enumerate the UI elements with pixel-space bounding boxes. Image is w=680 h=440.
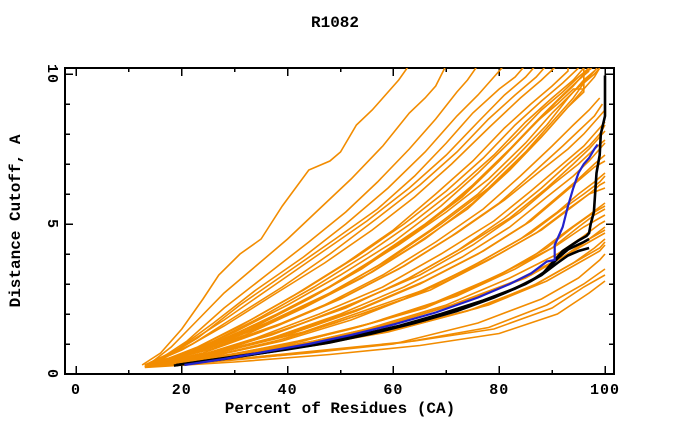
series-line-orange — [144, 68, 590, 366]
y-tick-label: 10 — [43, 64, 60, 84]
series-line-orange — [154, 68, 546, 363]
series-line-orange — [160, 68, 585, 363]
axis-ticks — [65, 68, 614, 375]
series-line-orange — [155, 68, 580, 365]
series-line-orange — [149, 175, 606, 366]
series-line-orange — [149, 68, 569, 366]
plot-frame — [64, 67, 615, 375]
x-tick-label: 80 — [489, 382, 509, 399]
series-line-orange — [149, 68, 535, 365]
x-tick-label: 20 — [172, 382, 192, 399]
series-line-orange — [155, 274, 606, 367]
series-line-orange — [160, 109, 606, 363]
series-line-orange — [144, 280, 606, 369]
x-tick-label: 40 — [278, 382, 298, 399]
y-tick-label: 0 — [43, 369, 60, 379]
series-line-blue — [184, 143, 599, 367]
series-line-orange — [160, 187, 606, 365]
series-line-orange — [155, 68, 585, 365]
x-tick-label: 60 — [383, 382, 403, 399]
x-tick-label: 100 — [590, 382, 620, 399]
series-line-orange — [149, 68, 446, 365]
series-line-orange — [144, 68, 503, 366]
x-axis-label: Percent of Residues (CA) — [225, 400, 455, 418]
axis-tick-labels: 0 20 40 60 80 100 0 5 10 — [43, 64, 620, 399]
series-line-orange — [160, 139, 606, 365]
series-line-orange — [150, 268, 606, 368]
series-group — [141, 68, 607, 369]
series-line-orange — [144, 121, 606, 368]
series-line-orange — [141, 68, 409, 366]
x-tick-label: 0 — [71, 382, 81, 399]
series-line-orange — [160, 160, 606, 365]
series-line-orange — [154, 68, 477, 363]
chart-title: R1082 — [311, 14, 359, 32]
series-line-orange — [160, 68, 598, 363]
series-line-orange — [149, 68, 590, 366]
y-tick-label: 5 — [43, 219, 60, 229]
series-line-orange — [160, 68, 525, 362]
y-axis-label: Distance Cutoff, A — [7, 134, 25, 307]
series-line-orange — [147, 68, 556, 366]
